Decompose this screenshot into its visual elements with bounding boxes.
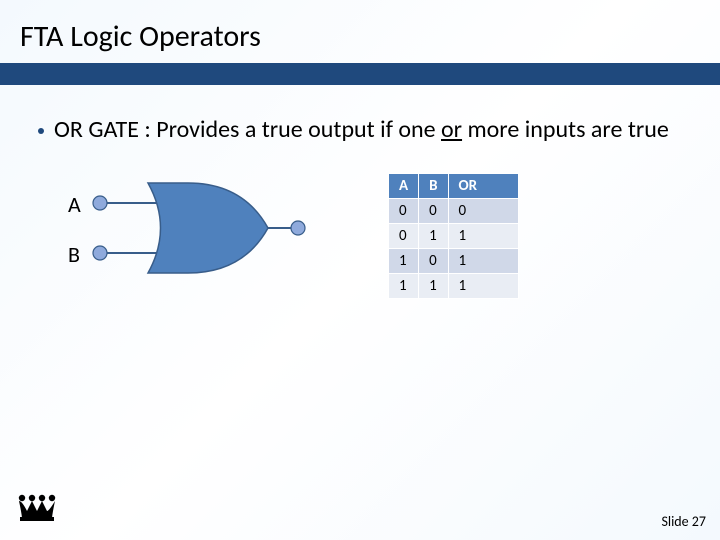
table-row: 101 <box>389 249 519 274</box>
bullet-text-prefix: OR GATE : Provides a true output if one <box>54 115 441 144</box>
bullet-text-suffix: more inputs are true <box>462 115 669 144</box>
table-cell: 0 <box>389 224 419 249</box>
table-cell: 1 <box>389 274 419 299</box>
page-title: FTA Logic Operators <box>20 18 700 55</box>
table-cell: 0 <box>448 199 518 224</box>
or-gate-diagram: A B <box>68 173 328 303</box>
truth-table: ABOR000011101111 <box>388 173 519 299</box>
table-cell: 1 <box>448 274 518 299</box>
title-area: FTA Logic Operators <box>0 0 720 63</box>
or-gate-icon <box>68 173 328 303</box>
table-header: OR <box>448 174 518 199</box>
table-cell: 0 <box>419 249 448 274</box>
slide-number: Slide 27 <box>661 513 706 530</box>
gate-input-label-b: B <box>68 241 80 268</box>
table-row: 011 <box>389 224 519 249</box>
table-header: A <box>389 174 419 199</box>
table-cell: 0 <box>389 199 419 224</box>
table-cell: 1 <box>448 224 518 249</box>
table-row: 000 <box>389 199 519 224</box>
title-underline-bar <box>0 63 720 85</box>
bullet-text: OR GATE : Provides a true output if one … <box>54 115 669 145</box>
table-header: B <box>419 174 448 199</box>
table-cell: 1 <box>419 224 448 249</box>
diagram-row: A B ABOR000011101111 <box>38 173 682 303</box>
content-area: OR GATE : Provides a true output if one … <box>0 85 720 303</box>
table-row: 111 <box>389 274 519 299</box>
bullet-dot-icon <box>38 128 44 134</box>
table-cell: 1 <box>389 249 419 274</box>
bullet-text-underlined: or <box>441 115 462 144</box>
table-cell: 1 <box>448 249 518 274</box>
table-cell: 1 <box>419 274 448 299</box>
crown-logo-icon <box>16 493 60 528</box>
table-cell: 0 <box>419 199 448 224</box>
gate-input-label-a: A <box>68 191 81 218</box>
bullet-item: OR GATE : Provides a true output if one … <box>38 115 682 145</box>
